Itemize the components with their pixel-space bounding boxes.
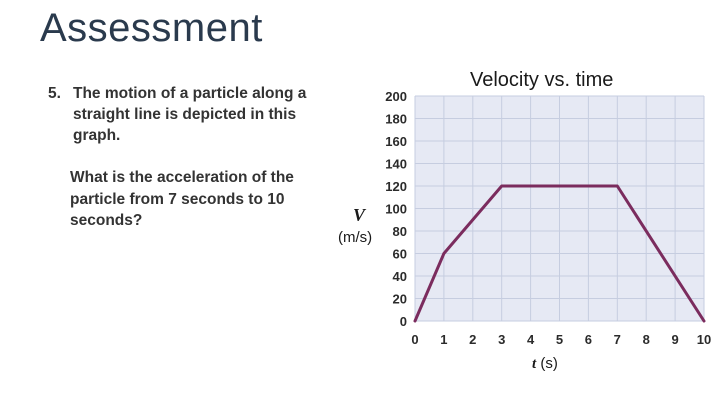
y-tick-label: 160 [385,134,407,149]
x-tick-label: 0 [411,332,418,347]
y-tick-label: 40 [393,269,407,284]
y-tick-label: 100 [385,202,407,217]
y-tick-label: 0 [400,314,407,329]
question-text: The motion of a particle along a straigh… [73,85,307,144]
x-tick-label: 7 [614,332,621,347]
x-tick-label: 5 [556,332,563,347]
y-axis-unit: (m/s) [338,229,373,246]
x-tick-label: 8 [643,332,650,347]
y-tick-label: 60 [393,247,407,262]
y-tick-label: 200 [385,89,407,104]
series-line [413,184,706,323]
x-tick-label: 2 [469,332,476,347]
slide-title: Assessment [40,6,263,50]
x-tick-label: 4 [527,332,535,347]
question-statement: 5. The motion of a particle along a stra… [48,83,308,146]
x-axis-symbol: t [532,356,537,372]
x-axis-unit: (s) [536,355,558,372]
question-number: 5. [48,85,61,102]
y-tick-label: 180 [385,112,407,127]
y-tick-label: 140 [385,157,407,172]
y-tick-label: 80 [393,224,407,239]
x-tick-label: 6 [585,332,592,347]
y-tick-label: 120 [385,179,407,194]
x-tick-label: 3 [498,332,505,347]
x-tick-label: 10 [697,332,711,347]
question-prompt: What is the acceleration of the particle… [70,169,294,229]
x-tick-label: 1 [440,332,447,347]
y-tick-label: 20 [393,292,407,307]
x-axis-label: t (s) [532,355,558,373]
chart-title: Velocity vs. time [470,69,614,91]
x-tick-label: 9 [671,332,678,347]
y-axis-symbol: V [353,205,366,225]
